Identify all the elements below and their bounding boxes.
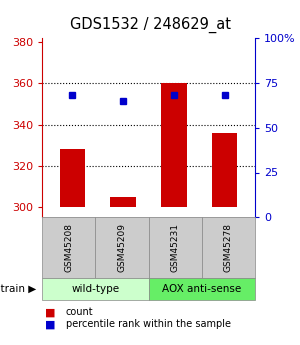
Text: GSM45208: GSM45208	[64, 223, 73, 272]
Text: ■: ■	[45, 319, 56, 329]
Text: strain ▶: strain ▶	[0, 284, 36, 294]
Text: AOX anti-sense: AOX anti-sense	[162, 284, 242, 294]
Text: count: count	[66, 307, 94, 317]
Bar	[110, 197, 136, 207]
Text: ■: ■	[45, 307, 56, 317]
Text: percentile rank within the sample: percentile rank within the sample	[66, 319, 231, 329]
Text: GSM45209: GSM45209	[117, 223, 126, 272]
Text: wild-type: wild-type	[71, 284, 119, 294]
Text: GSM45278: GSM45278	[224, 223, 233, 272]
Bar	[60, 149, 85, 207]
Text: GDS1532 / 248629_at: GDS1532 / 248629_at	[70, 17, 230, 33]
Bar	[161, 83, 187, 207]
Bar	[212, 133, 237, 207]
Text: GSM45231: GSM45231	[171, 223, 180, 272]
